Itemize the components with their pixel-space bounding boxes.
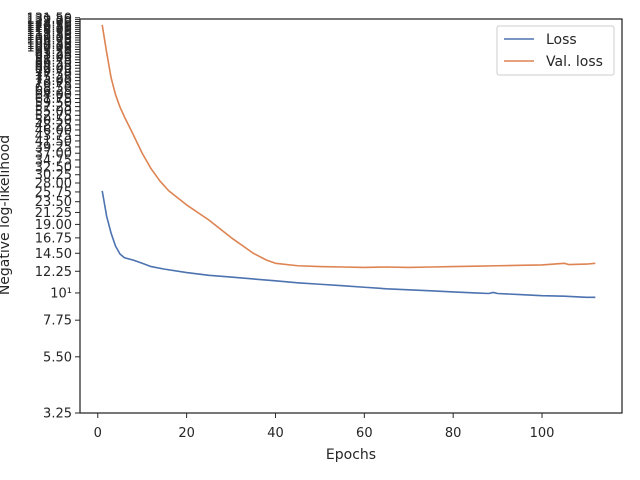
y-tick-label: 66.25	[35, 84, 72, 99]
y-tick-label: 79.75	[35, 65, 72, 80]
y-tick-label: 70.75	[35, 77, 72, 92]
y-tick-label: 88.75	[35, 53, 72, 68]
x-tick-label: 60	[356, 426, 373, 441]
y-tick-label: 95.50	[35, 45, 72, 60]
y-tick-label: 30.25	[35, 168, 72, 183]
y-tick-label: 127.00	[27, 15, 73, 30]
y-tick-label: 55.00	[35, 104, 72, 119]
y-tick-label: 131.50	[27, 11, 73, 26]
y-tick-label: 68.50	[35, 81, 72, 96]
y-tick-label: 122.50	[27, 19, 73, 34]
y-tick-label: 73.00	[35, 74, 72, 89]
x-axis-ticks: 0 20 40 60 80 100	[94, 413, 555, 441]
x-tick-label: 40	[267, 426, 284, 441]
y-tick-label: 93.25	[35, 48, 72, 63]
plot-frame	[79, 18, 623, 414]
y-tick-label: 61.75	[35, 92, 72, 107]
y-tick-label: 48.25	[35, 118, 72, 133]
y-tick-label: 16.75	[35, 231, 72, 246]
legend-label-loss: Loss	[546, 32, 577, 48]
x-tick-label: 20	[178, 426, 195, 441]
y-tick-label: 14.50	[35, 247, 72, 262]
y-tick-label: 46.00	[35, 123, 72, 138]
y-tick-label: 37.00	[35, 147, 72, 162]
y-tick-label: 113.50	[27, 27, 73, 42]
y-tick-label: 109.00	[27, 31, 73, 46]
plot-area	[79, 18, 623, 414]
x-axis-title: Epochs	[326, 447, 376, 463]
x-tick-label: 0	[94, 426, 102, 441]
y-tick-label: 59.50	[35, 96, 72, 111]
y-tick-label: 57.25	[35, 100, 72, 115]
y-tick-label: 120.25	[27, 21, 73, 36]
y-tick-label: 28.00	[35, 176, 72, 191]
y-tick-label: 50.50	[35, 113, 72, 128]
series-layer	[101, 24, 596, 299]
y-tick-label: 77.50	[35, 68, 72, 83]
y-tick-label: 111.25	[27, 29, 73, 44]
y-tick-label: 10¹	[50, 286, 72, 301]
y-tick-label: 34.75	[35, 153, 72, 168]
y-axis-ticks: 3.25 5.50 7.75 10¹ 12.25 14.5016.7519.0021.25…	[27, 11, 80, 422]
y-tick-label: 7.75	[43, 314, 72, 329]
y-tick-label: 12.25	[35, 265, 72, 280]
y-tick-label: 86.50	[35, 56, 72, 71]
legend-label-val-loss: Val. loss	[546, 54, 603, 70]
y-tick-label: 23.50	[35, 195, 72, 210]
y-tick-label: 19.00	[35, 218, 72, 233]
y-tick-label: 52.75	[35, 109, 72, 124]
y-tick-label: 5.50	[43, 350, 72, 365]
y-tick-label: 3.25	[43, 407, 72, 422]
y-axis-title: Negative log-likelihood	[0, 135, 13, 295]
y-tick-label: 91.00	[35, 51, 72, 66]
y-tick-label: 82.00	[35, 62, 72, 77]
y-tick-label: 106.75	[27, 34, 73, 49]
x-tick-label: 80	[445, 426, 462, 441]
y-tick-label: 21.25	[35, 206, 72, 221]
y-tick-label: 75.25	[35, 71, 72, 86]
series-line-loss	[101, 190, 596, 299]
x-tick-label: 100	[530, 426, 555, 441]
legend: Loss Val. loss	[496, 25, 615, 76]
y-tick-label: 100.00	[27, 41, 73, 56]
y-tick-label: 32.50	[35, 161, 72, 176]
y-tick-label: 102.25	[27, 38, 73, 53]
y-tick-label: 64.00	[35, 88, 72, 103]
y-tick-label: 25.75	[35, 185, 72, 200]
y-tick-label: 39.25	[35, 140, 72, 155]
series-line-val-loss	[101, 24, 596, 269]
y-tick-label: 124.75	[27, 17, 73, 32]
y-tick-label: 104.50	[27, 36, 73, 51]
y-tick-label: 43.75	[35, 129, 72, 144]
y-tick-label: 41.50	[35, 134, 72, 149]
y-tick-label: 118.00	[27, 23, 73, 38]
y-tick-label: 97.75	[35, 43, 72, 58]
y-tick-label: 84.25	[35, 59, 72, 74]
y-tick-label: 129.25	[27, 13, 73, 28]
y-tick-label: 115.75	[27, 25, 73, 40]
